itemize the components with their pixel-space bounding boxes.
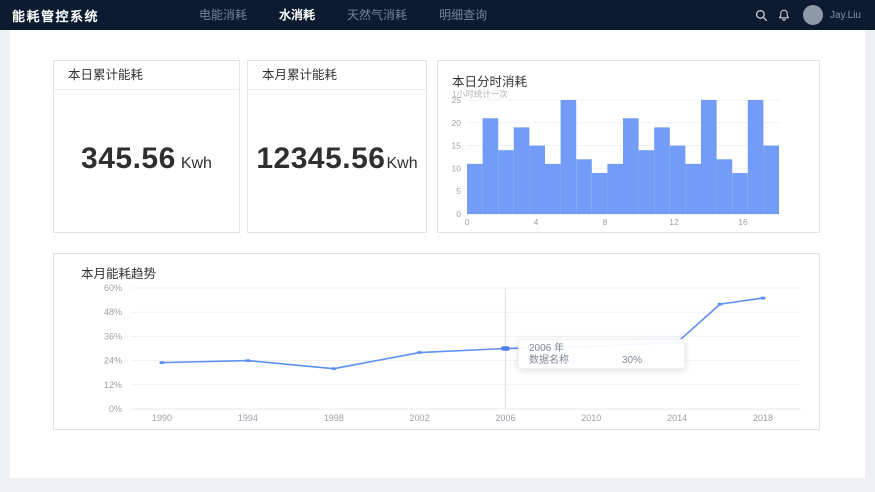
user-avatar[interactable] <box>803 5 823 25</box>
app-logo[interactable]: 能耗管控系统 <box>12 6 99 25</box>
bar-hour-2[interactable] <box>498 150 514 214</box>
line-x-tick: 2018 <box>753 413 773 423</box>
line-x-tick: 1990 <box>152 413 172 423</box>
bar-hour-14[interactable] <box>685 164 701 214</box>
line-x-tick: 1994 <box>238 413 258 423</box>
data-point-1990[interactable] <box>160 361 165 364</box>
data-point-1994[interactable] <box>245 359 250 362</box>
data-point-1998[interactable] <box>331 367 336 370</box>
bar-x-tick: 0 <box>465 217 470 227</box>
line-x-tick: 2006 <box>495 413 515 423</box>
line-y-tick: 12% <box>104 380 122 390</box>
nav-item-gas[interactable]: 天然气消耗 <box>331 0 423 30</box>
line-x-tick: 2010 <box>581 413 601 423</box>
stat-cards-row: 本日累计能耗 345.56 Kwh 本月累计能耗 12345.56 Kwh 本日… <box>53 60 820 233</box>
bar-y-tick: 10 <box>452 163 462 173</box>
stat-card-today: 本日累计能耗 345.56 Kwh <box>53 60 240 233</box>
nav-item-electric[interactable]: 电能消耗 <box>183 0 263 30</box>
stat-card-month-body: 12345.56 Kwh <box>248 90 426 233</box>
trend-chart-card: 本月能耗趋势 0%12%24%36%48%60%1990199419982002… <box>53 253 820 430</box>
bar-hour-13[interactable] <box>670 146 686 214</box>
hourly-bar-chart[interactable]: 0 5 10 15 20 25 0 4 8 12 16 <box>438 61 819 232</box>
bar-hour-9[interactable] <box>607 164 623 214</box>
data-point-2002[interactable] <box>417 351 422 354</box>
bar-hour-18[interactable] <box>748 100 764 214</box>
bar-hour-0[interactable] <box>467 164 483 214</box>
data-point-2016[interactable] <box>718 303 723 306</box>
bar-hour-8[interactable] <box>592 173 608 214</box>
data-point-2018[interactable] <box>761 297 766 300</box>
bar-hour-16[interactable] <box>717 159 733 214</box>
bar-y-tick: 25 <box>452 95 462 105</box>
username-label: Jay.Liu <box>830 10 861 21</box>
navbar-right: Jay.Liu <box>753 5 861 25</box>
tooltip-series-name: 数据名称 <box>529 355 569 367</box>
hourly-chart-card: 本日分时消耗 1小时统计一次 05101520250481216 <box>437 60 820 233</box>
line-y-tick: 36% <box>104 331 122 341</box>
bar-hour-17[interactable] <box>732 173 748 214</box>
bar-hour-4[interactable] <box>529 146 545 214</box>
bar-hour-6[interactable] <box>561 100 577 214</box>
data-point-2006[interactable] <box>501 346 510 350</box>
chart-tooltip: 2006 年 数据名称 30% <box>518 339 685 369</box>
bar-hour-11[interactable] <box>639 150 655 214</box>
main-nav: 电能消耗 水消耗 天然气消耗 明细查询 <box>183 0 503 30</box>
top-navbar: 能耗管控系统 电能消耗 水消耗 天然气消耗 明细查询 Jay.Liu <box>0 0 875 30</box>
bell-icon[interactable] <box>776 7 792 23</box>
content-panel: 本日累计能耗 345.56 Kwh 本月累计能耗 12345.56 Kwh 本日… <box>10 30 865 478</box>
line-y-tick: 60% <box>104 283 122 293</box>
line-x-tick: 2014 <box>667 413 687 423</box>
stat-card-today-body: 345.56 Kwh <box>54 90 239 233</box>
bar-x-tick: 16 <box>738 217 748 227</box>
nav-item-detail-query[interactable]: 明细查询 <box>423 0 503 30</box>
bar-hour-7[interactable] <box>576 159 592 214</box>
bar-y-tick: 0 <box>456 209 461 219</box>
bar-x-tick: 12 <box>669 217 679 227</box>
line-y-tick: 0% <box>109 404 122 414</box>
tooltip-value: 30% <box>622 355 674 367</box>
bar-y-tick: 15 <box>452 141 462 151</box>
bar-hour-1[interactable] <box>483 118 499 214</box>
line-x-tick: 2002 <box>410 413 430 423</box>
bar-y-tick: 20 <box>452 118 462 128</box>
tooltip-title: 2006 年 <box>529 343 674 355</box>
month-energy-value: 12345.56 <box>256 142 385 176</box>
tooltip-row: 数据名称 30% <box>529 355 674 367</box>
stat-card-month-title: 本月累计能耗 <box>248 61 426 90</box>
bar-hour-15[interactable] <box>701 100 717 214</box>
bar-hour-5[interactable] <box>545 164 561 214</box>
bar-hour-19[interactable] <box>763 146 779 214</box>
nav-item-water[interactable]: 水消耗 <box>263 0 331 30</box>
bar-hour-12[interactable] <box>654 127 670 214</box>
bar-hour-3[interactable] <box>514 127 530 214</box>
line-y-tick: 24% <box>104 356 122 366</box>
bar-y-tick: 5 <box>456 186 461 196</box>
today-energy-value: 345.56 <box>81 142 176 176</box>
bar-hour-10[interactable] <box>623 118 639 214</box>
monthly-trend-line-chart[interactable]: 0% 12% 24% 36% 48% 60% 1990 1994 1998 2002 2006 201… <box>54 254 819 429</box>
month-energy-unit: Kwh <box>387 155 418 173</box>
search-icon[interactable] <box>753 7 769 23</box>
bar-x-tick: 4 <box>534 217 539 227</box>
today-energy-unit: Kwh <box>181 155 212 173</box>
line-x-tick: 1998 <box>324 413 344 423</box>
line-y-tick: 48% <box>104 307 122 317</box>
stat-card-month: 本月累计能耗 12345.56 Kwh <box>247 60 427 233</box>
stat-card-today-title: 本日累计能耗 <box>54 61 239 90</box>
bar-x-tick: 8 <box>603 217 608 227</box>
